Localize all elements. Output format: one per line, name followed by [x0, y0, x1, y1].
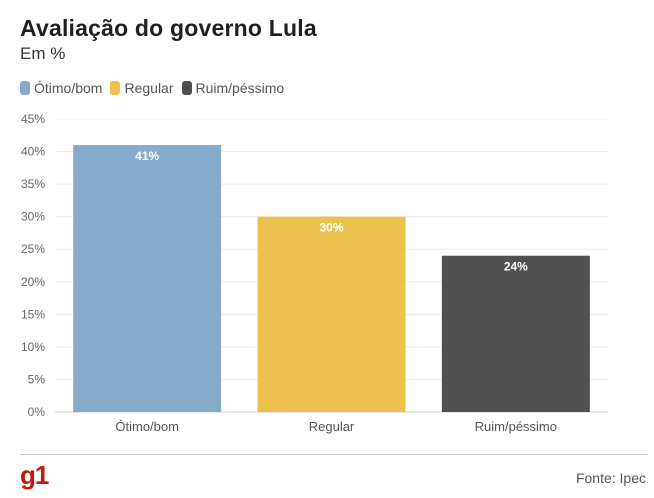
chart-title: Avaliação do governo Lula [20, 15, 317, 41]
y-tick-label-35: 35% [21, 177, 45, 191]
x-tick-label--timo-bom: Ótimo/bom [115, 419, 179, 434]
y-tick-label-45: 45% [21, 112, 45, 126]
y-tick-label-10: 10% [21, 340, 45, 354]
legend-swatch-ruim-pessimo [181, 81, 192, 95]
x-tick-label-regular: Regular [309, 419, 355, 434]
legend-label-ruim-pessimo: Ruim/péssimo [195, 80, 285, 96]
data-label--timo-bom: 41% [135, 149, 159, 163]
y-tick-label-30: 30% [21, 210, 45, 224]
y-tick-label-0: 0% [28, 405, 46, 419]
data-label-ruim-p-ssimo: 24% [504, 260, 528, 274]
footer-divider [20, 454, 648, 455]
legend-label-otimo-bom: Ótimo/bom [34, 80, 103, 96]
legend-swatch-otimo-bom [20, 81, 30, 95]
bar-ruim-p-ssimo [441, 255, 590, 412]
y-tick-label-15: 15% [21, 307, 45, 321]
legend-item-regular: Regular [110, 80, 174, 96]
chart-subtitle: Em % [20, 44, 66, 63]
legend-label-regular: Regular [124, 80, 174, 96]
y-tick-label-40: 40% [21, 145, 45, 159]
y-tick-label-20: 20% [21, 275, 45, 289]
bar-regular [257, 216, 406, 412]
data-label-regular: 30% [319, 221, 343, 235]
legend-item-ruim-pessimo: Ruim/péssimo [181, 80, 285, 96]
y-tick-label-5: 5% [28, 372, 46, 386]
x-tick-label-ruim-p-ssimo: Ruim/péssimo [475, 419, 557, 434]
legend-swatch-regular [110, 81, 121, 95]
bar--timo-bom [73, 145, 222, 413]
source-text: Fonte: Ipec [575, 470, 646, 486]
y-tick-label-25: 25% [21, 242, 45, 256]
g1-logo: g1 [20, 460, 49, 490]
legend-item-otimo-bom: Ótimo/bom [20, 80, 102, 96]
legend: Ótimo/bom Regular Ruim/péssimo [20, 80, 292, 96]
